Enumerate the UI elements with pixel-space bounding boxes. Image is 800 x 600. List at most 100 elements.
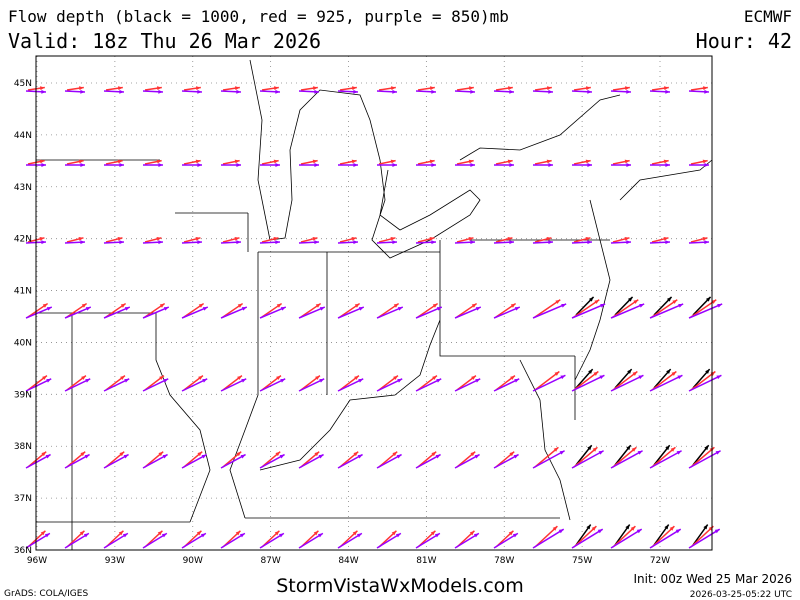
arrow-head <box>124 378 130 383</box>
arrow-shaft <box>610 450 643 469</box>
title: Flow depth (black = 1000, red = 925, pur… <box>8 7 509 26</box>
arrow-head <box>120 375 125 380</box>
arrow-shaft <box>64 453 90 469</box>
arrow-shaft <box>532 374 566 392</box>
arrow-head <box>351 86 357 91</box>
model: ECMWF <box>744 7 792 26</box>
arrow-head <box>429 159 435 164</box>
arrow-head <box>475 378 481 383</box>
arrow-head <box>275 240 280 245</box>
arrow-head <box>42 375 47 380</box>
site-name: StormVistaWxModels.com <box>276 575 524 597</box>
arrow-head <box>626 163 631 167</box>
arrow-head <box>432 375 437 380</box>
arrow-shaft <box>690 370 716 391</box>
arrow-head <box>704 445 709 451</box>
arrow-head <box>431 89 436 94</box>
arrow-head <box>46 307 52 311</box>
arrow-head <box>356 533 362 538</box>
arrow-head <box>514 378 520 383</box>
arrow-head <box>587 445 592 451</box>
arrow-head <box>639 303 645 308</box>
arrow-head <box>598 450 604 455</box>
arrow-head <box>390 159 396 164</box>
arrow-head <box>119 240 124 245</box>
arrow-head <box>278 533 284 538</box>
arrow-head <box>470 89 475 94</box>
arrow-head <box>555 299 561 304</box>
arrow-shaft <box>103 453 129 469</box>
arrow-head <box>471 303 477 308</box>
arrow-head <box>80 451 86 457</box>
arrow-shaft <box>454 532 480 549</box>
arrow-head <box>716 375 722 380</box>
arrow-head <box>45 454 51 459</box>
valid-time: Valid: 18z Thu 26 Mar 2026 <box>8 29 321 53</box>
arrow-head <box>397 378 403 383</box>
arrow-head <box>159 303 165 308</box>
arrow-head <box>714 529 720 534</box>
arrow-head <box>468 86 474 91</box>
arrow-head <box>626 445 631 451</box>
arrow-head <box>638 375 644 380</box>
arrow-head <box>117 159 123 164</box>
arrow-head <box>397 307 403 311</box>
arrow-shaft <box>610 528 643 549</box>
arrow-head <box>353 240 358 245</box>
arrow-shaft <box>259 378 286 392</box>
arrow-head <box>239 533 245 538</box>
arrow-head <box>78 159 84 164</box>
arrow-head <box>510 303 516 308</box>
arrow-head <box>195 159 201 164</box>
arrow-head <box>39 159 45 164</box>
arrow-head <box>392 163 397 167</box>
arrow-head <box>275 451 281 457</box>
arrow-head <box>468 237 474 241</box>
arrow-shaft <box>142 453 168 469</box>
arrow-shaft <box>651 446 676 468</box>
arrow-head <box>702 159 708 164</box>
arrow-head <box>586 524 591 530</box>
arrow-shaft <box>25 453 51 469</box>
arrow-head <box>80 240 85 245</box>
arrow-shaft <box>573 525 597 548</box>
arrow-head <box>636 529 642 534</box>
arrow-head <box>436 378 442 383</box>
arrow-head <box>159 375 164 380</box>
arrow-shaft <box>142 532 168 549</box>
arrow-head <box>197 163 202 167</box>
lat-label: 42N <box>14 235 32 245</box>
arrow-head <box>358 378 364 383</box>
arrow-head <box>120 303 126 308</box>
arrow-head <box>665 240 670 245</box>
arrow-head <box>632 371 638 376</box>
arrow-head <box>548 240 553 245</box>
arrow-head <box>585 86 591 91</box>
arrow-head <box>315 375 320 380</box>
arrow-head <box>599 375 605 380</box>
arrow-head <box>625 524 630 530</box>
arrow-shaft <box>64 306 92 319</box>
arrow-head <box>273 237 279 241</box>
arrow-head <box>587 89 592 94</box>
arrow-head <box>81 375 86 380</box>
arrow-shaft <box>690 446 715 468</box>
arrow-head <box>393 303 399 308</box>
arrow-head <box>392 451 398 457</box>
arrow-shaft <box>571 303 606 319</box>
arrow-head <box>702 237 708 241</box>
arrow-head <box>78 86 84 91</box>
arrow-head <box>558 529 564 534</box>
arrow-head <box>236 163 241 167</box>
arrow-head <box>236 451 242 457</box>
arrow-head <box>158 240 163 245</box>
arrow-shaft <box>415 532 441 549</box>
arrow-head <box>471 375 476 380</box>
arrow-shaft <box>181 378 208 392</box>
arrow-shaft <box>651 525 675 548</box>
arrow-head <box>195 86 201 91</box>
arrow-head <box>469 530 475 536</box>
arrow-head <box>162 454 168 459</box>
arrow-shaft <box>688 374 722 392</box>
